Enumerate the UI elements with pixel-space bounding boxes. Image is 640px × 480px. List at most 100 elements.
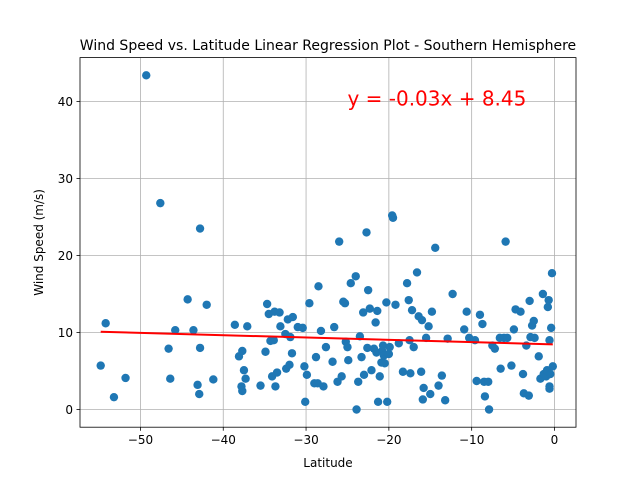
data-point xyxy=(300,362,309,371)
data-point xyxy=(384,349,394,359)
data-point xyxy=(378,341,388,350)
x-tick-label: −10 xyxy=(459,433,484,447)
data-point xyxy=(358,308,368,317)
data-point xyxy=(534,352,543,361)
data-point xyxy=(363,285,373,295)
data-point xyxy=(285,360,294,370)
regression-line-group xyxy=(100,330,553,346)
data-point xyxy=(434,381,443,390)
x-tick-label: −50 xyxy=(128,433,153,447)
data-point xyxy=(365,304,375,313)
data-point xyxy=(501,237,510,246)
data-point xyxy=(351,272,360,281)
data-point xyxy=(261,347,270,356)
data-point xyxy=(548,362,558,371)
data-point xyxy=(340,299,350,308)
data-point xyxy=(183,295,192,304)
data-point xyxy=(316,326,326,336)
data-point xyxy=(302,370,312,380)
data-point xyxy=(164,344,173,353)
plot-area-frame xyxy=(79,57,577,428)
data-point xyxy=(171,325,180,335)
data-points xyxy=(96,71,558,414)
data-point xyxy=(156,198,165,208)
data-point xyxy=(484,405,494,414)
data-point xyxy=(238,346,247,356)
data-point xyxy=(202,300,211,309)
data-point xyxy=(516,307,525,316)
data-point xyxy=(371,318,380,327)
data-point xyxy=(412,268,422,277)
data-point xyxy=(363,343,372,353)
data-point xyxy=(472,376,481,386)
data-point xyxy=(529,316,538,326)
data-point xyxy=(460,325,469,334)
data-point xyxy=(518,369,528,379)
data-point xyxy=(346,279,355,288)
data-point xyxy=(238,386,247,396)
data-point xyxy=(478,319,487,329)
data-point xyxy=(337,372,346,381)
x-tick-label: −30 xyxy=(293,433,318,447)
data-point xyxy=(354,377,363,386)
data-point xyxy=(334,237,344,246)
data-point xyxy=(538,289,548,299)
data-point xyxy=(195,343,205,353)
x-axis-label: Latitude xyxy=(303,456,352,470)
data-point xyxy=(352,405,361,414)
y-tick-label: 40 xyxy=(58,95,73,109)
data-point xyxy=(407,305,417,315)
data-point xyxy=(321,342,331,352)
data-point xyxy=(193,380,202,390)
y-tick-label: 0 xyxy=(65,403,73,417)
data-point xyxy=(507,361,516,370)
y-tick-label: 30 xyxy=(58,172,73,186)
y-tick-label: 20 xyxy=(58,249,73,263)
data-point xyxy=(142,71,151,80)
data-point xyxy=(298,323,307,333)
data-point xyxy=(448,289,457,299)
data-point xyxy=(275,308,284,317)
data-point xyxy=(545,384,554,393)
data-point xyxy=(109,392,119,402)
x-tick-label: 0 xyxy=(551,433,559,447)
chart-title: Wind Speed vs. Latitude Linear Regressio… xyxy=(80,38,576,54)
data-point xyxy=(427,307,437,316)
data-point xyxy=(367,366,376,375)
data-point xyxy=(272,368,282,377)
data-point xyxy=(288,312,298,322)
y-tick-label: 10 xyxy=(58,326,73,340)
data-point xyxy=(382,298,391,307)
data-point xyxy=(241,374,250,383)
data-point xyxy=(509,325,519,334)
data-point xyxy=(385,342,394,352)
data-point xyxy=(314,282,323,291)
data-point xyxy=(328,357,337,366)
data-point xyxy=(96,361,105,370)
data-point xyxy=(490,344,500,353)
data-point xyxy=(101,319,110,328)
data-point xyxy=(375,372,384,381)
data-point xyxy=(496,364,505,373)
data-point xyxy=(344,356,353,365)
data-point xyxy=(525,296,534,306)
data-point xyxy=(544,295,553,305)
data-point xyxy=(311,352,321,362)
data-point xyxy=(343,342,352,352)
data-point xyxy=(475,310,485,319)
data-point xyxy=(269,335,278,345)
data-point xyxy=(388,213,398,222)
data-point xyxy=(243,322,252,331)
data-point xyxy=(209,375,218,384)
data-point xyxy=(189,325,198,335)
data-point xyxy=(256,381,265,390)
data-point xyxy=(195,224,205,233)
data-point xyxy=(543,302,553,312)
data-point xyxy=(437,371,447,380)
data-point xyxy=(398,367,408,376)
data-point xyxy=(484,377,493,386)
data-point xyxy=(419,383,428,393)
data-point xyxy=(276,322,285,331)
